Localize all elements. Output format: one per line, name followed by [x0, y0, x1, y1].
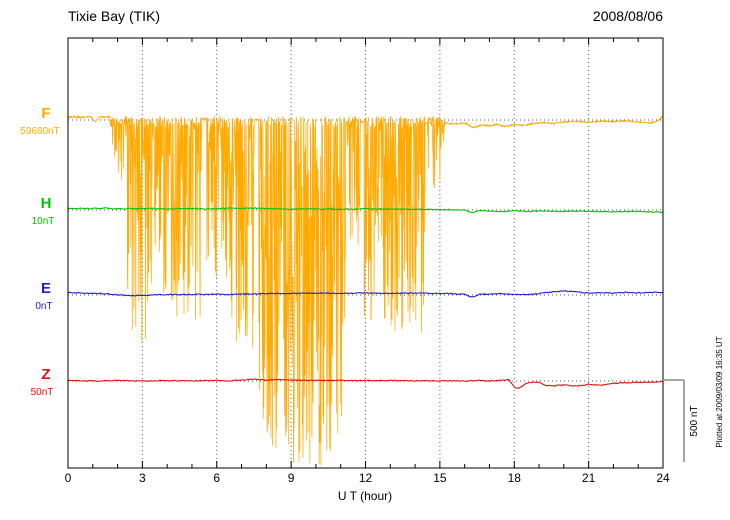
scale-bar-label: 500 nT	[689, 405, 700, 436]
x-tick-label: 6	[213, 471, 220, 485]
series-E-baseline-value: 0nT	[35, 301, 52, 312]
trace-F	[67, 114, 664, 466]
x-tick-label: 18	[508, 471, 522, 485]
series-Z-baseline-value: 50nT	[31, 387, 54, 398]
series-F-label: F	[41, 105, 50, 122]
plotted-at-label: Plotted at 2009/03/09 16:35 UT	[715, 336, 724, 447]
x-tick-label: 24	[656, 471, 670, 485]
series-H-label: H	[41, 195, 52, 212]
x-tick-label: 3	[139, 471, 146, 485]
trace-Z	[67, 378, 664, 389]
series-E-label: E	[41, 280, 51, 297]
axis-label-layer: 0 3 6 9 12 15 18 21 24	[65, 471, 670, 485]
series-layer	[67, 114, 664, 466]
x-tick-label: 0	[65, 471, 72, 485]
x-tick-label: 12	[359, 471, 373, 485]
series-Z-label: Z	[41, 366, 50, 383]
series-H-baseline-value: 10nT	[32, 216, 55, 227]
x-tick-label: 21	[582, 471, 596, 485]
plot-border	[67, 37, 664, 469]
grid-layer	[67, 38, 664, 468]
x-axis-label: U T (hour)	[338, 489, 392, 503]
trace-H	[67, 206, 664, 214]
station-title: Tixie Bay (TIK)	[68, 8, 160, 24]
date-label: 2008/08/06	[593, 8, 663, 24]
x-tick-label: 15	[433, 471, 447, 485]
trace-E	[67, 290, 664, 298]
series-F-baseline-value: 59680nT	[20, 126, 59, 137]
x-tick-label: 9	[288, 471, 295, 485]
